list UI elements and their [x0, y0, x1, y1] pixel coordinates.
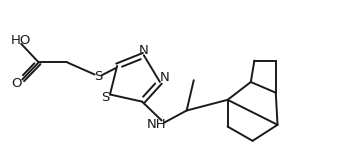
Text: O: O — [12, 77, 22, 90]
Text: N: N — [139, 44, 149, 58]
Text: S: S — [94, 70, 102, 83]
Text: NH: NH — [146, 118, 166, 131]
Text: HO: HO — [11, 34, 32, 48]
Text: S: S — [102, 91, 110, 104]
Text: N: N — [159, 71, 169, 84]
